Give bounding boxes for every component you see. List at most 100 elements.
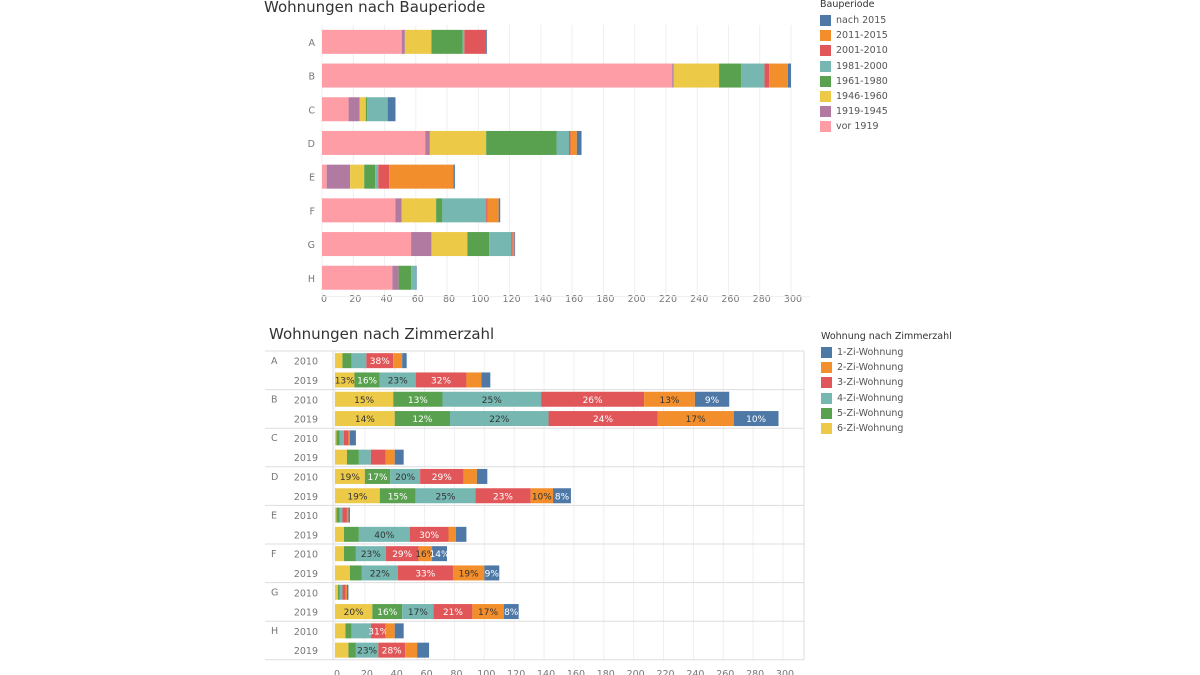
- bar-segment: [740, 63, 765, 88]
- legend-zimmerzahl: Wohnung nach Zimmerzahl 1-Zi-Wohnung 2-Zi…: [821, 331, 952, 436]
- bar-segment: [475, 488, 531, 504]
- year-label: 2010: [294, 472, 318, 483]
- bar-segment: [346, 584, 349, 600]
- legend-item[interactable]: 1981-2000: [820, 59, 888, 74]
- bar-segment: [343, 526, 359, 542]
- year-label: 2010: [294, 434, 318, 445]
- legend-item[interactable]: 6-Zi-Wohnung: [821, 421, 952, 436]
- legend-item[interactable]: 2011-2015: [820, 28, 888, 43]
- bar-segment: [322, 265, 393, 290]
- x-tick-label: 300: [776, 669, 794, 675]
- legend-label: 1-Zi-Wohnung: [837, 347, 904, 359]
- bar-segment: [335, 468, 365, 484]
- bar-segment: [335, 449, 347, 465]
- group-label: A: [271, 356, 278, 367]
- bar-segment: [442, 391, 542, 407]
- bar-segment: [348, 642, 356, 658]
- legend-swatch: [821, 362, 832, 374]
- data-label: 10%: [746, 415, 766, 425]
- legend-swatch: [820, 106, 831, 118]
- legend-item[interactable]: vor 1919: [820, 119, 888, 134]
- bar-segment: [411, 232, 432, 257]
- x-tick-label: 40: [391, 669, 403, 675]
- legend-item[interactable]: 1961-1980: [820, 74, 888, 89]
- legend-item[interactable]: 4-Zi-Wohnung: [821, 391, 952, 406]
- legend-swatch: [821, 407, 832, 419]
- bar-segment: [644, 391, 695, 407]
- data-label: 25%: [482, 396, 502, 406]
- bar-segment: [348, 430, 350, 446]
- data-label: 29%: [392, 550, 412, 560]
- data-label: 20%: [395, 473, 415, 483]
- data-label: 31%: [368, 627, 388, 637]
- bar-segment: [348, 507, 350, 523]
- legend-item[interactable]: 1946-1960: [820, 89, 888, 104]
- bar-segment: [335, 623, 346, 639]
- bar-segment: [481, 372, 491, 388]
- year-label: 2019: [294, 453, 318, 464]
- data-label: 16%: [357, 376, 377, 386]
- bar-segment: [694, 391, 730, 407]
- y-category-label: F: [310, 206, 315, 217]
- legend-swatch: [821, 423, 832, 435]
- bar-segment: [355, 546, 386, 562]
- year-label: 2019: [294, 646, 318, 657]
- bar-segment: [409, 526, 449, 542]
- bar-segment: [503, 604, 519, 620]
- legend-item[interactable]: 1-Zi-Wohnung: [821, 345, 952, 360]
- year-label: 2019: [294, 530, 318, 541]
- legend-swatch: [820, 30, 831, 42]
- bar-segment: [486, 198, 488, 223]
- x-tick-label: 100: [471, 294, 489, 305]
- data-label: 9%: [485, 569, 500, 579]
- data-label: 23%: [361, 550, 381, 560]
- bar-segment: [787, 63, 791, 88]
- legend-item[interactable]: 2-Zi-Wohnung: [821, 360, 952, 375]
- legend-label: 2011-2015: [836, 30, 888, 42]
- x-tick-label: 260: [716, 669, 734, 675]
- legend-item[interactable]: 2001-2010: [820, 43, 888, 58]
- bar-segment: [359, 97, 366, 122]
- x-tick-label: 160: [567, 669, 585, 675]
- bar-segment: [404, 29, 432, 54]
- bar-segment: [431, 232, 468, 257]
- data-label: 15%: [354, 396, 374, 406]
- legend-label: 6-Zi-Wohnung: [837, 423, 904, 435]
- bar-segment: [464, 29, 487, 54]
- bar-segment: [335, 411, 395, 427]
- y-category-label: A: [309, 38, 316, 49]
- legend-item[interactable]: 5-Zi-Wohnung: [821, 406, 952, 421]
- bar-segment: [335, 642, 349, 658]
- bar-segment: [418, 546, 433, 562]
- legend-item[interactable]: nach 2015: [820, 13, 888, 28]
- legend-swatch: [820, 45, 831, 57]
- group-label: B: [271, 395, 278, 406]
- bar-segment: [455, 526, 467, 542]
- bar-segment: [339, 430, 344, 446]
- bar-segment: [385, 546, 419, 562]
- x-tick-label: 180: [596, 294, 614, 305]
- bar-segment: [436, 198, 443, 223]
- bar-segment: [398, 265, 412, 290]
- legend-bauperiode: Bauperiode nach 2015 2011-2015 2001-2010 19…: [820, 0, 888, 135]
- bar-segment: [378, 164, 390, 189]
- year-label: 2010: [294, 357, 318, 368]
- bar-segment: [401, 29, 405, 54]
- bar-segment: [397, 565, 453, 581]
- data-label: 30%: [419, 531, 439, 541]
- bar-segment: [348, 97, 360, 122]
- legend-item[interactable]: 3-Zi-Wohnung: [821, 375, 952, 390]
- legend-label: 1981-2000: [836, 60, 888, 72]
- year-label: 2010: [294, 588, 318, 599]
- legend-item[interactable]: 1919-1945: [820, 104, 888, 119]
- bar-segment: [401, 198, 437, 223]
- legend-label: 2001-2010: [836, 45, 888, 57]
- bar-segment: [336, 507, 340, 523]
- bar-segment: [511, 232, 513, 257]
- bar-segment: [576, 130, 582, 155]
- data-label: 25%: [435, 492, 455, 502]
- bar-segment: [335, 353, 343, 369]
- bar-segment: [339, 507, 343, 523]
- bar-segment: [553, 488, 571, 504]
- x-tick-label: 280: [746, 669, 764, 675]
